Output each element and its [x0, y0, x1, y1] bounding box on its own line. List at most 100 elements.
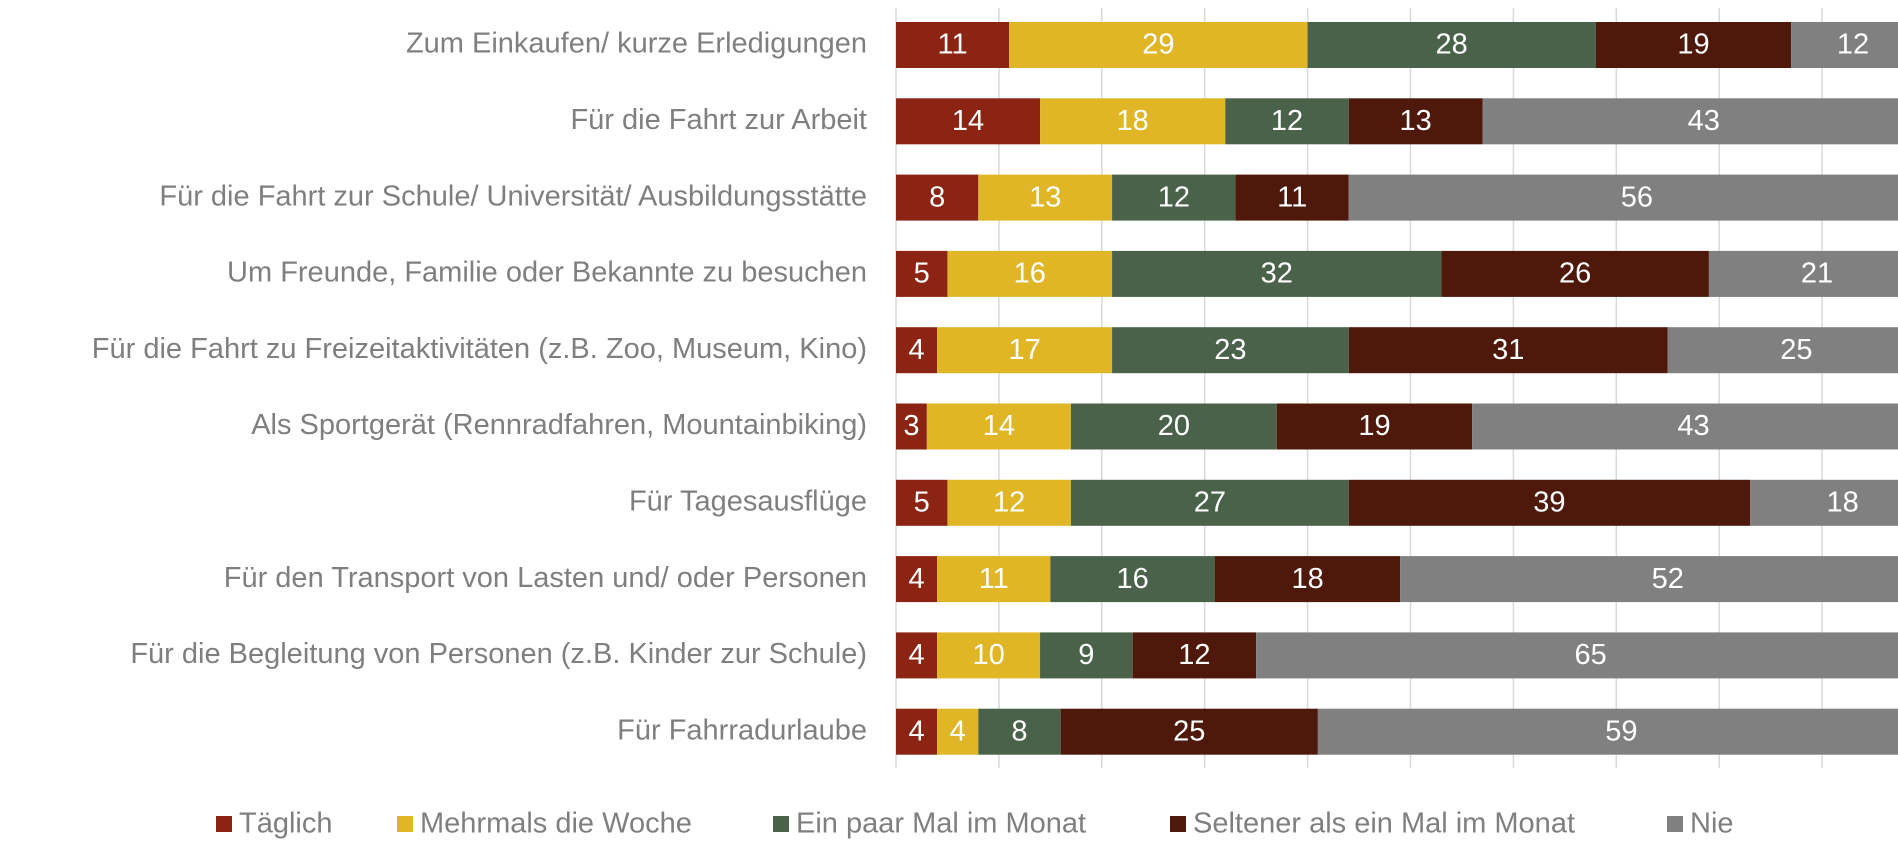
legend-label: Ein paar Mal im Monat — [796, 808, 1086, 840]
bar-segment — [896, 556, 938, 603]
data-label: 10 — [972, 639, 1004, 671]
bar-segment — [896, 22, 1010, 68]
data-label: 12 — [993, 486, 1025, 518]
data-label: 16 — [1014, 258, 1046, 290]
bar-segment — [1050, 556, 1215, 603]
data-label: 29 — [1142, 29, 1174, 61]
bar-segment — [937, 708, 979, 755]
bar-segment — [1441, 250, 1709, 297]
bar-segment — [947, 250, 1113, 297]
category-label: Zum Einkaufen/ kurze Erledigungen — [406, 28, 867, 60]
data-label: 25 — [1780, 334, 1812, 366]
data-label: 18 — [1117, 105, 1149, 137]
legend-label: Seltener als ein Mal im Monat — [1193, 808, 1575, 840]
bar-segment — [1276, 403, 1473, 450]
bar-segment — [896, 174, 979, 221]
category-label: Um Freunde, Familie oder Bekannte zu bes… — [227, 257, 867, 289]
data-label: 9 — [1078, 639, 1094, 671]
data-label: 13 — [1029, 181, 1061, 213]
data-label: 4 — [909, 715, 925, 747]
data-label: 39 — [1533, 486, 1565, 518]
bar-segment — [947, 479, 1071, 526]
data-label: 43 — [1688, 105, 1720, 137]
data-label: 18 — [1827, 486, 1859, 518]
bar-segment — [1348, 327, 1668, 374]
legend-label: Täglich — [239, 808, 333, 840]
bar-segment — [1472, 403, 1898, 450]
data-label: 17 — [1008, 334, 1040, 366]
data-label: 25 — [1173, 715, 1205, 747]
data-label: 12 — [1158, 181, 1190, 213]
bar-segment — [1400, 556, 1898, 603]
legend-swatch — [397, 816, 413, 832]
legend-swatch — [773, 816, 789, 832]
bar-segment — [896, 708, 938, 755]
bar-segment — [1112, 174, 1236, 221]
bar-segment — [1317, 708, 1898, 755]
data-label: 4 — [909, 639, 925, 671]
bar-segment — [896, 403, 927, 450]
bar-segment — [1791, 22, 1898, 68]
bar-segment — [1112, 327, 1349, 374]
data-label: 43 — [1677, 410, 1709, 442]
data-label: 11 — [979, 563, 1009, 595]
data-label: 52 — [1652, 563, 1684, 595]
data-label: 65 — [1574, 639, 1606, 671]
data-label: 11 — [1277, 181, 1307, 213]
bar-segment — [1750, 479, 1898, 526]
bar-segment — [1307, 22, 1596, 68]
data-label: 27 — [1194, 486, 1226, 518]
category-label: Für die Fahrt zur Schule/ Universität/ A… — [159, 180, 867, 212]
data-label: 26 — [1559, 258, 1591, 290]
bar-segment — [1235, 174, 1349, 221]
data-label: 21 — [1801, 258, 1833, 290]
bar-segment — [1214, 556, 1401, 603]
bar-segment — [1348, 98, 1483, 145]
category-label: Für die Fahrt zur Arbeit — [570, 104, 867, 136]
bar-segment — [1348, 174, 1898, 221]
data-label: 14 — [983, 410, 1015, 442]
bar-segment — [1595, 22, 1792, 68]
bar-segment — [896, 250, 948, 297]
bar-segment — [896, 632, 938, 679]
bar-segment — [937, 632, 1041, 679]
data-label: 23 — [1214, 334, 1246, 366]
data-label: 32 — [1261, 258, 1293, 290]
bar-segment — [978, 174, 1113, 221]
legend-swatch — [1667, 816, 1683, 832]
category-label: Für Tagesausflüge — [629, 485, 867, 517]
legend-swatch — [216, 816, 232, 832]
bar-segment — [1009, 22, 1308, 68]
data-label: 59 — [1605, 715, 1637, 747]
bar-segment — [896, 479, 948, 526]
data-label: 19 — [1358, 410, 1390, 442]
data-label: 20 — [1158, 410, 1190, 442]
bar-segment — [1667, 327, 1898, 374]
bar-segment — [1060, 708, 1318, 755]
data-label: 18 — [1291, 563, 1323, 595]
data-label: 56 — [1621, 181, 1653, 213]
bar-segment — [896, 327, 938, 374]
bar-segment — [1225, 98, 1349, 145]
bar-segment — [1070, 403, 1277, 450]
data-label: 5 — [914, 486, 930, 518]
data-label: 8 — [929, 181, 945, 213]
bar-segment — [1112, 250, 1442, 297]
bar-segment — [896, 98, 1041, 145]
data-label: 12 — [1271, 105, 1303, 137]
bar-segment — [1040, 632, 1133, 679]
bar-segment — [937, 556, 1051, 603]
data-label: 16 — [1117, 563, 1149, 595]
bar-segment — [978, 708, 1061, 755]
bar-segment — [1132, 632, 1257, 679]
data-label: 13 — [1400, 105, 1432, 137]
data-label: 28 — [1436, 29, 1468, 61]
bar-segment — [926, 403, 1071, 450]
legend-label: Nie — [1690, 808, 1734, 840]
category-label: Für Fahrradurlaube — [617, 714, 867, 746]
bar-segment — [1070, 479, 1349, 526]
bar-segment — [1348, 479, 1751, 526]
data-label: 11 — [938, 29, 968, 61]
category-label: Für die Begleitung von Personen (z.B. Ki… — [130, 638, 867, 670]
